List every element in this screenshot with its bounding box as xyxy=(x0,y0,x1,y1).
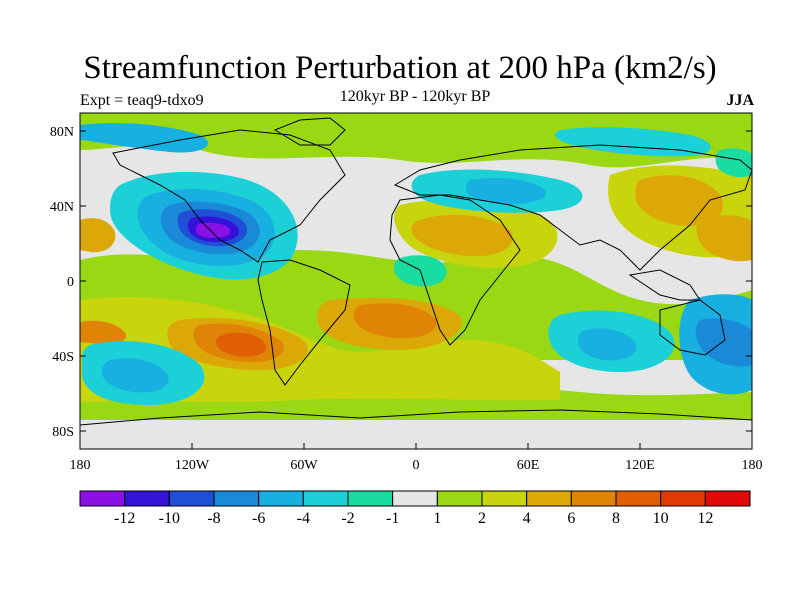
colorbar-swatch xyxy=(436,490,483,507)
contour-band xyxy=(578,328,637,361)
australia-coast xyxy=(659,299,726,356)
contour-band xyxy=(196,222,231,238)
lat-tick-label: 40S xyxy=(52,350,74,365)
colorbar-label: -10 xyxy=(159,510,180,527)
contour-band xyxy=(216,332,267,357)
colorbar-label: -12 xyxy=(114,510,135,527)
lon-tick-label: 120E xyxy=(625,458,655,473)
colorbar-swatch xyxy=(704,490,751,507)
contour-band xyxy=(411,214,513,257)
coastlines xyxy=(80,117,752,426)
contour-band xyxy=(80,113,752,168)
eurasia-coast xyxy=(393,144,752,271)
contour-field xyxy=(80,113,752,449)
longitude-axis: 180 120W 60W 0 60E 120E 180 xyxy=(70,443,763,473)
colorbar-label: 6 xyxy=(567,510,575,527)
lon-tick-label: 0 xyxy=(413,458,420,473)
contour-band xyxy=(695,318,752,367)
lon-tick-label: 60W xyxy=(290,458,318,473)
contour-band xyxy=(102,358,169,393)
colorbar-label: -2 xyxy=(341,510,354,527)
colorbar-swatch xyxy=(213,490,260,507)
lon-tick-label: 180 xyxy=(742,458,763,473)
lon-tick-label: 180 xyxy=(70,458,91,473)
greenland-coast xyxy=(273,117,346,146)
colorbar: -12 -10 -8 -6 -4 -2 -1 1 2 4 6 8 10 12 xyxy=(79,490,751,527)
lat-tick-label: 80N xyxy=(50,125,74,140)
colorbar-label: 10 xyxy=(653,510,669,527)
colorbar-swatch xyxy=(660,490,706,507)
colorbar-label: 2 xyxy=(478,510,486,527)
colorbar-label: 8 xyxy=(612,510,620,527)
colorbar-label: 1 xyxy=(433,510,441,527)
period-label: 120kyr BP - 120kyr BP xyxy=(339,88,491,105)
colorbar-swatch xyxy=(124,490,170,507)
contour-band xyxy=(80,218,116,253)
africa-coast xyxy=(389,194,521,346)
colorbar-swatch xyxy=(481,490,528,507)
colorbar-label: 12 xyxy=(697,510,713,527)
colorbar-swatch xyxy=(392,490,438,507)
contour-band xyxy=(80,320,127,345)
colorbar-label: -1 xyxy=(386,510,399,527)
colorbar-label: -8 xyxy=(207,510,220,527)
colorbar-swatch xyxy=(79,490,126,507)
colorbar-label: 4 xyxy=(523,510,531,527)
map-title: Streamfunction Perturbation at 200 hPa (… xyxy=(83,50,717,86)
colorbar-swatch xyxy=(615,490,662,507)
lat-tick-label: 40N xyxy=(50,200,74,215)
colorbar-swatch xyxy=(526,490,572,507)
latitude-axis: 80N 40N 0 40S 80S xyxy=(50,125,752,440)
lat-tick-label: 0 xyxy=(67,275,74,290)
colorbar-swatch xyxy=(570,490,617,507)
colorbar-swatch xyxy=(168,490,215,507)
season-label: JJA xyxy=(726,92,754,109)
colorbar-label: -4 xyxy=(297,510,310,527)
colorbar-swatch xyxy=(347,490,394,507)
contour-band xyxy=(353,303,437,339)
antarctica-coast xyxy=(80,409,752,426)
contour-band xyxy=(635,175,724,226)
colorbar-label: -6 xyxy=(252,510,265,527)
south-america-coast xyxy=(257,259,351,386)
lon-tick-label: 60E xyxy=(517,458,540,473)
contour-band xyxy=(715,148,752,178)
contour-band xyxy=(696,215,752,262)
contour-band xyxy=(465,178,546,204)
colorbar-swatch xyxy=(258,490,304,507)
lat-tick-label: 80S xyxy=(52,425,74,440)
lon-tick-label: 120W xyxy=(175,458,210,473)
colorbar-swatch xyxy=(302,490,349,507)
contour-band xyxy=(80,123,209,153)
experiment-label: Expt = teaq9-tdxo9 xyxy=(80,92,204,109)
